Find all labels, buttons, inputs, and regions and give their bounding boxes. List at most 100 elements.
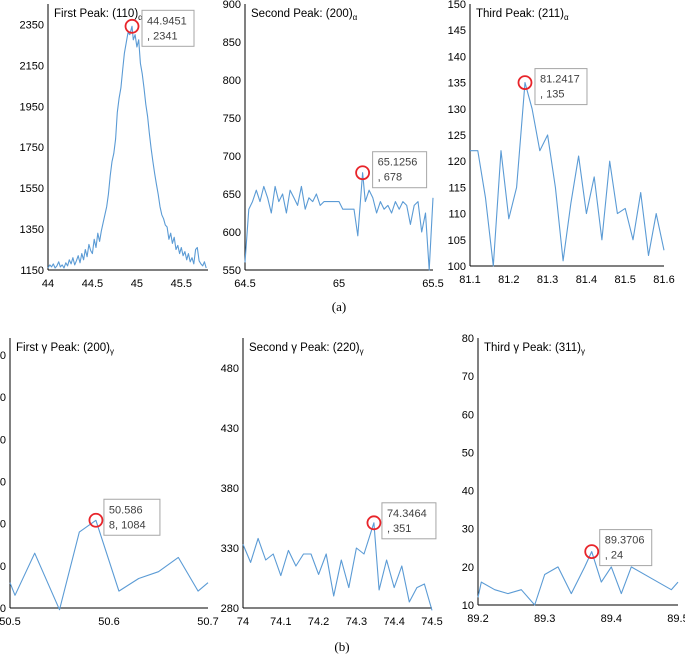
peak-marker	[124, 18, 140, 34]
peak-callout-box	[103, 498, 161, 536]
chart-title: Second Peak: (200)α	[251, 8, 358, 22]
series-line	[9, 519, 209, 611]
x-tick-label: 74.3	[346, 616, 367, 628]
peak-callout-line2: , 351	[387, 523, 411, 535]
series-line	[47, 25, 207, 269]
y-tick-label: 330	[221, 543, 239, 555]
x-tick-label: 74	[237, 616, 249, 628]
peak-callout-line2: , 24	[605, 550, 623, 562]
y-tick-label: 550	[223, 265, 241, 277]
y-tick-label: 1130	[0, 476, 6, 488]
y-tick-label: 135	[448, 78, 466, 90]
peak-callout-line2: 8, 1084	[109, 519, 146, 531]
y-tick-label: 100	[448, 261, 466, 273]
y-tick-label: 30	[462, 524, 474, 536]
peak-callout-line2: , 135	[540, 89, 564, 101]
y-tick-label: 140	[448, 51, 466, 63]
x-tick-label: 81.5	[614, 274, 635, 286]
peak-callout-box	[372, 151, 428, 189]
panel-label-b: (b)	[334, 639, 349, 654]
x-tick-label: 44	[42, 278, 54, 290]
y-tick-label: 70	[462, 371, 474, 383]
y-tick-label: 1030	[0, 561, 6, 573]
y-tick-label: 130	[448, 104, 466, 116]
y-tick-label: 2150	[20, 60, 44, 72]
y-tick-label: 650	[223, 189, 241, 201]
chart-title-subscript: γ	[360, 347, 364, 356]
x-tick-label: 81.2	[498, 274, 519, 286]
peak-callout-line1: 44.9451	[147, 15, 187, 27]
chart-title-subscript: α	[564, 13, 569, 22]
y-tick-label: 115	[448, 182, 466, 194]
x-tick-label: 50.6	[98, 616, 119, 628]
y-tick-label: 1180	[0, 434, 6, 446]
chart-title-subscript: γ	[581, 347, 585, 356]
chart-title: First γ Peak: (200)γ	[16, 342, 114, 356]
peak-callout-box	[381, 502, 437, 540]
x-tick-label: 89.3	[534, 613, 555, 625]
chart-4: 980 1030 1080 1130 1180 1230 1280 50.5 50.6 50.7 F…	[0, 338, 219, 628]
peak-callout-line1: 50.586	[109, 504, 143, 516]
y-tick-label: 120	[448, 156, 466, 168]
peak-callout-line1: 81.2417	[540, 74, 580, 86]
x-tick-label: 50.5	[0, 616, 21, 628]
y-tick-label: 2350	[20, 19, 44, 31]
series-line	[242, 522, 433, 611]
y-tick-label: 1950	[20, 101, 44, 113]
y-tick-label: 1230	[0, 392, 6, 404]
peak-callout-box	[599, 529, 653, 567]
chart-6: 10 20 30 40 50 60 70 80 89.2 89.3 89.4 89.5 Third γ …	[462, 333, 685, 625]
y-tick-label: 1350	[20, 224, 44, 236]
x-tick-label: 74.2	[308, 616, 329, 628]
y-tick-label: 430	[221, 423, 239, 435]
y-tick-label: 1550	[20, 183, 44, 195]
y-tick-label: 145	[448, 25, 466, 37]
y-tick-label: 700	[223, 151, 241, 163]
peak-marker	[366, 515, 382, 531]
y-tick-label: 105	[448, 235, 466, 247]
chart-title-subscript: α	[353, 13, 358, 22]
x-tick-label: 74.5	[421, 616, 442, 628]
y-tick-label: 110	[448, 209, 466, 221]
peak-marker	[584, 544, 600, 559]
chart-5: 280 330 380 430 480 74 74.1 74.2 74.3 74.4 74.5 Sec…	[221, 338, 443, 628]
series-line	[470, 82, 665, 267]
x-tick-label: 89.2	[467, 613, 488, 625]
y-tick-label: 800	[223, 75, 241, 87]
y-tick-label: 900	[223, 0, 241, 11]
x-tick-label: 50.7	[197, 616, 218, 628]
x-tick-label: 81.6	[653, 274, 674, 286]
chart-title-subscript: α	[138, 13, 143, 22]
peak-callout-line2: , 2341	[147, 30, 178, 42]
x-tick-label: 45.5	[171, 278, 192, 290]
chart-1: 1150 1350 1550 1750 1950 2150 2350 44 44.5 45 45.5…	[20, 4, 208, 290]
chart-title: Third γ Peak: (311)γ	[484, 342, 585, 356]
y-tick-label: 10	[462, 600, 474, 612]
x-tick-label: 74.1	[270, 616, 291, 628]
peak-marker	[517, 75, 533, 90]
y-tick-label: 980	[0, 603, 6, 615]
x-tick-label: 65	[333, 278, 345, 290]
peak-callout-box	[141, 9, 195, 47]
y-tick-label: 80	[462, 333, 474, 345]
chart-title: Second γ Peak: (220)γ	[249, 342, 364, 356]
y-tick-label: 750	[223, 113, 241, 125]
x-tick-label: 45	[131, 278, 143, 290]
x-tick-label: 81.1	[459, 274, 480, 286]
chart-title: Third Peak: (211)α	[476, 8, 569, 22]
peak-callout-line2: , 678	[378, 172, 402, 184]
chart-title-subscript: γ	[110, 347, 114, 356]
peak-callout-line1: 89.3706	[605, 535, 645, 547]
y-tick-label: 1080	[0, 519, 6, 531]
x-tick-label: 44.5	[82, 278, 103, 290]
series-line	[244, 172, 434, 271]
y-tick-label: 600	[223, 227, 241, 239]
y-tick-label: 280	[221, 603, 239, 615]
x-tick-label: 65.5	[422, 278, 443, 290]
series-line	[477, 551, 679, 606]
y-tick-label: 20	[462, 562, 474, 574]
peak-callout-line1: 65.1256	[378, 157, 418, 169]
y-tick-label: 50	[462, 447, 474, 459]
y-tick-label: 380	[221, 483, 239, 495]
